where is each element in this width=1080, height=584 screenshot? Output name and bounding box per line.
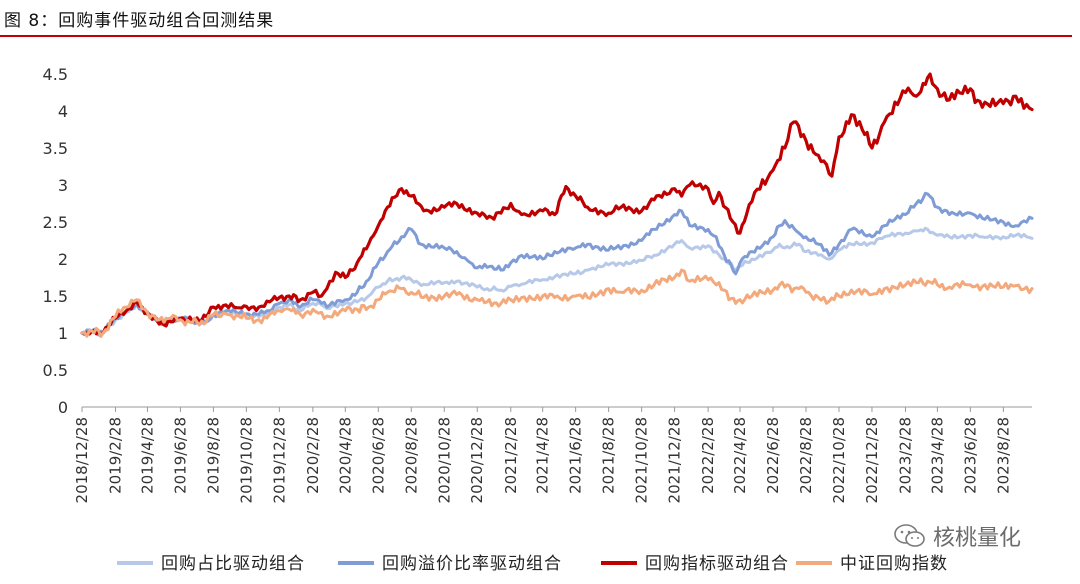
y-tick-label: 1 [58, 324, 68, 343]
figure-title: 图 8：回购事件驱动组合回测结果 [4, 11, 275, 31]
x-tick-label: 2021/4/28 [534, 417, 552, 494]
x-tick-label: 2021/2/28 [502, 417, 520, 494]
x-tick-label: 2020/6/28 [369, 417, 387, 494]
legend-label: 回购指标驱动组合 [645, 554, 789, 574]
series-line-1 [80, 226, 1034, 336]
legend-label: 回购占比驱动组合 [161, 554, 305, 574]
x-tick-label: 2020/4/28 [336, 417, 354, 494]
x-tick-label: 2022/6/28 [764, 417, 782, 494]
y-tick-label: 0.5 [43, 361, 68, 380]
y-tick-label: 0 [58, 398, 68, 417]
x-tick-label: 2023/2/28 [896, 417, 914, 494]
x-tick-label: 2023/6/28 [961, 417, 979, 494]
x-tick-label: 2022/10/28 [830, 417, 848, 503]
x-tick-label: 2022/8/28 [797, 417, 815, 494]
watermark: 核桃量化 [893, 520, 1021, 552]
legend-label: 回购溢价比率驱动组合 [382, 554, 562, 574]
series-line-2 [80, 191, 1034, 337]
x-tick-label: 2022/2/28 [699, 417, 717, 494]
y-tick-label: 3 [58, 176, 68, 195]
x-tick-label: 2019/10/28 [237, 417, 255, 503]
y-tick-label: 4.5 [43, 65, 68, 84]
x-tick-label: 2021/8/28 [600, 417, 618, 494]
y-tick-label: 1.5 [43, 287, 68, 306]
y-tick-label: 2.5 [43, 213, 68, 232]
title-divider [0, 35, 1072, 37]
y-tick-label: 3.5 [43, 139, 68, 158]
x-tick-label: 2019/6/28 [171, 417, 189, 494]
x-tick-label: 2020/2/28 [304, 417, 322, 494]
wechat-icon [894, 524, 925, 547]
x-tick-label: 2021/12/28 [666, 417, 684, 503]
x-tick-label: 2022/4/28 [731, 417, 749, 494]
legend-label: 中证回购指数 [840, 554, 948, 574]
legend: 回购占比驱动组合 回购溢价比率驱动组合 回购指标驱动组合 中证回购指数 [117, 554, 948, 574]
series-line-3 [80, 72, 1034, 336]
x-tick-label: 2020/12/28 [468, 417, 486, 503]
axes-group: 0 0.5 1 1.5 2 2.5 3 3.5 4 4.5 2018/12/28 2019/2/28 2… [43, 65, 1032, 503]
x-tick-label: 2021/6/28 [567, 417, 585, 494]
x-tick-label: 2023/8/28 [994, 417, 1012, 494]
y-tick-label: 2 [58, 250, 68, 269]
series-lines [80, 72, 1034, 338]
watermark-text: 核桃量化 [933, 526, 1022, 551]
x-tick-label: 2020/10/28 [435, 417, 453, 503]
x-tick-label: 2020/8/28 [402, 417, 420, 494]
x-tick-label: 2023/4/28 [928, 417, 946, 494]
series-line-4 [80, 268, 1034, 338]
y-tick-label: 4 [58, 102, 68, 121]
x-tick-label: 2019/8/28 [204, 417, 222, 494]
x-tick-label: 2019/12/28 [270, 417, 288, 503]
x-tick-label: 2019/2/28 [107, 417, 125, 494]
x-tick-label: 2019/4/28 [138, 417, 156, 494]
x-tick-label: 2022/12/28 [863, 417, 881, 503]
x-tick-label: 2021/10/28 [633, 417, 651, 503]
x-tick-label: 2018/12/28 [73, 417, 91, 503]
